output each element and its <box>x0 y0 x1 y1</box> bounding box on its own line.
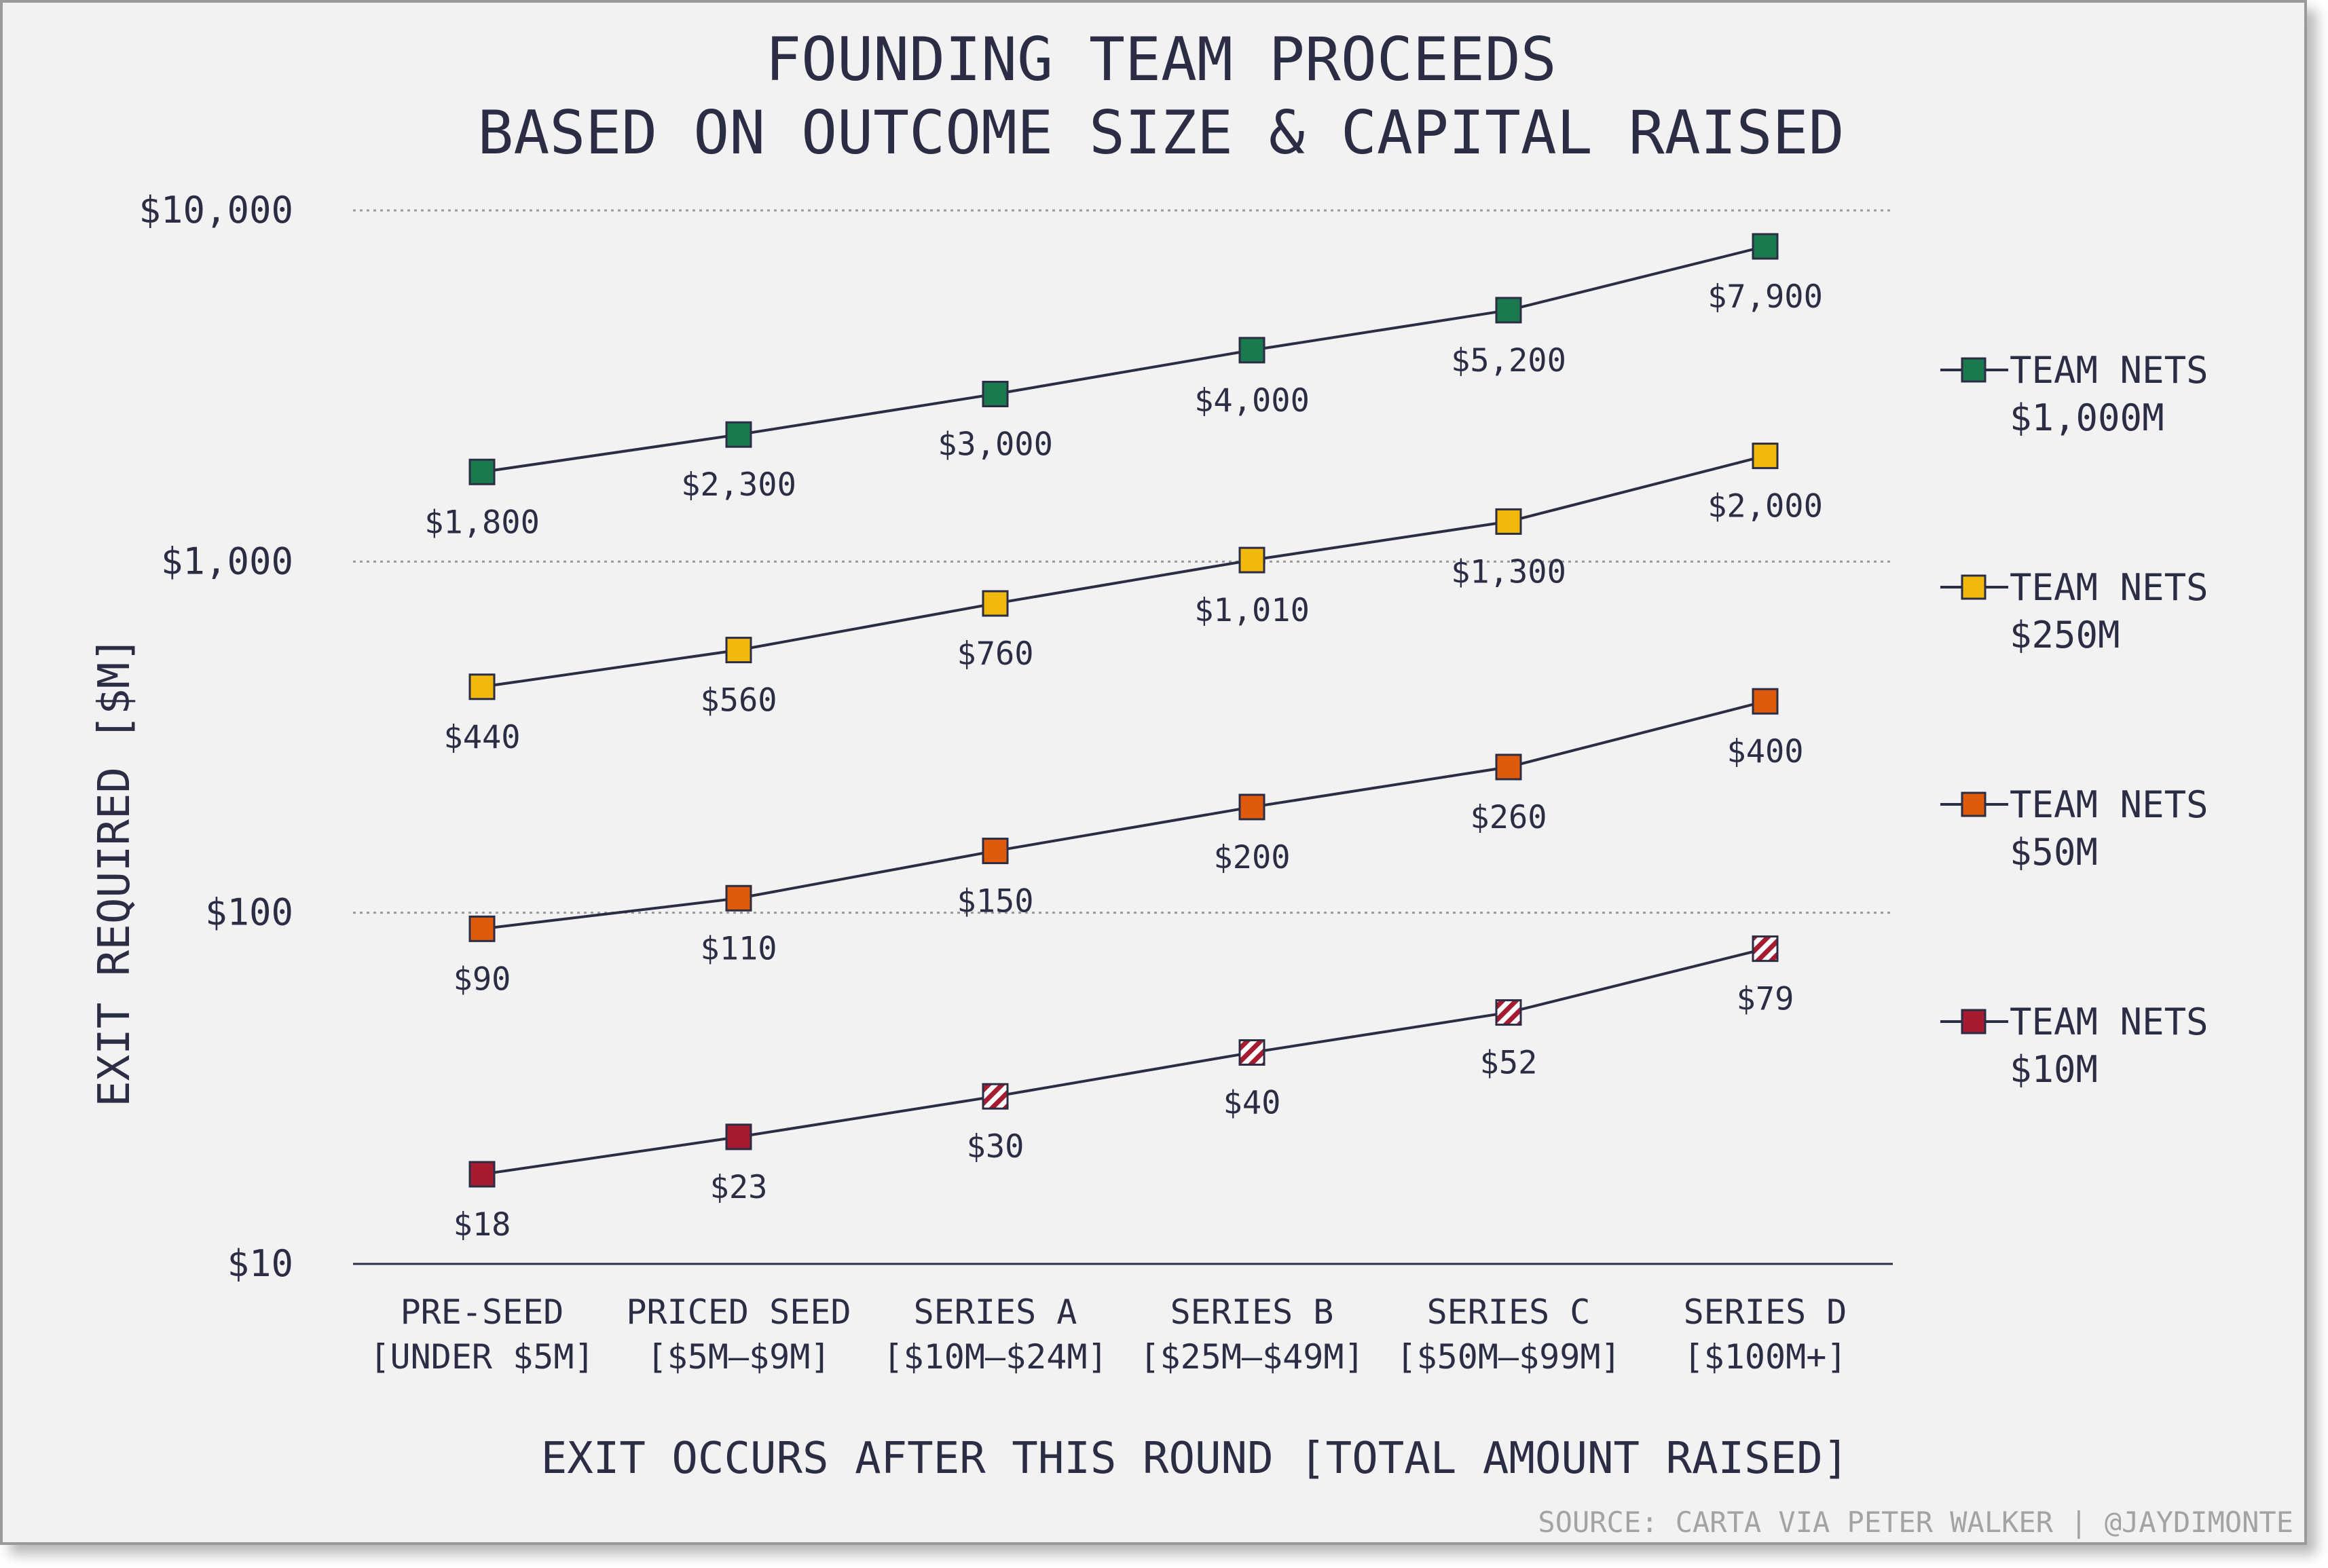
data-label: $1,800 <box>424 504 540 541</box>
grid-layer <box>353 209 1893 914</box>
legend-label: TEAM NETS <box>2010 349 2209 392</box>
data-point-marker <box>725 1123 752 1151</box>
data-point-marker <box>468 458 496 485</box>
chart-frame <box>0 0 2307 1545</box>
series-line <box>481 454 1766 688</box>
data-point-marker <box>1238 337 1265 364</box>
data-point-marker <box>1752 443 1779 470</box>
x-tick-sublabel: [$25M–$49M] <box>1139 1337 1364 1377</box>
y-tick-label: $1,000 <box>161 540 293 582</box>
chart-title-line-1: FOUNDING TEAM PROCEEDS <box>765 24 1557 94</box>
x-tick-label: SERIES B <box>1170 1292 1334 1332</box>
data-point-marker <box>1752 233 1779 260</box>
data-point-marker <box>1495 999 1522 1026</box>
x-tick-sublabel: [$50M–$99M] <box>1396 1337 1621 1377</box>
x-tick-label: SERIES D <box>1684 1292 1847 1332</box>
series-line <box>481 700 1766 931</box>
y-axis-label: EXIT REQUIRED [$M] <box>90 636 140 1107</box>
x-tick-sublabel: [UNDER $5M] <box>369 1337 594 1377</box>
data-label: $200 <box>1213 839 1290 876</box>
data-label: $23 <box>710 1169 768 1206</box>
data-point-marker <box>1238 794 1265 821</box>
data-label: $2,000 <box>1707 488 1823 525</box>
chart-title-line-2: BASED ON OUTCOME SIZE & CAPITAL RAISED <box>477 98 1844 168</box>
data-label: $79 <box>1737 981 1794 1018</box>
data-point-marker <box>982 590 1009 617</box>
axis-layer: $10 $100 $1,000 $10,000 PRE-SEED [UNDER $5M] P… <box>138 189 1893 1377</box>
data-label: $3,000 <box>938 426 1053 464</box>
x-tick-label: SERIES C <box>1427 1292 1591 1332</box>
data-point-marker <box>982 838 1009 865</box>
data-label: $7,900 <box>1707 278 1823 316</box>
data-label: $2,300 <box>681 466 796 504</box>
data-label: $52 <box>1480 1045 1538 1082</box>
legend-marker <box>1961 791 1987 817</box>
x-tick-label: PRICED SEED <box>626 1292 851 1332</box>
data-label: $5,200 <box>1451 342 1566 379</box>
legend-marker <box>1961 574 1987 600</box>
series-line <box>481 947 1766 1176</box>
data-point-marker <box>1238 546 1265 574</box>
data-point-marker <box>725 421 752 448</box>
data-label: $440 <box>443 719 520 756</box>
data-point-marker <box>1752 935 1779 963</box>
data-point-marker <box>468 673 496 701</box>
data-label: $1,010 <box>1194 592 1310 629</box>
data-point-marker <box>1495 753 1522 781</box>
x-tick-sublabel: [$10M–$24M] <box>883 1337 1107 1377</box>
data-point-marker <box>468 1161 496 1188</box>
data-point-marker <box>1495 297 1522 324</box>
legend-marker <box>1961 1009 1987 1034</box>
y-tick-label: $100 <box>205 891 293 934</box>
data-label: $30 <box>967 1128 1024 1165</box>
legend-label: TEAM NETS <box>2010 1001 2209 1043</box>
data-label: $400 <box>1726 733 1803 770</box>
data-label: $4,000 <box>1194 382 1310 419</box>
x-tick-label: SERIES A <box>914 1292 1077 1332</box>
data-label: $560 <box>700 682 777 720</box>
data-label: $18 <box>454 1206 511 1244</box>
legend-sublabel: $50M <box>2010 831 2098 874</box>
data-point-marker <box>1238 1039 1265 1066</box>
data-point-marker <box>725 637 752 664</box>
y-tick-label: $10 <box>227 1242 293 1285</box>
x-tick-label: PRE-SEED <box>401 1292 564 1332</box>
data-label: $110 <box>700 930 777 967</box>
legend-label: TEAM NETS <box>2010 566 2209 609</box>
x-axis-label: EXIT OCCURS AFTER THIS ROUND [TOTAL AMOU… <box>541 1434 1849 1484</box>
legend-sublabel: $250M <box>2010 614 2120 656</box>
y-tick-label: $10,000 <box>138 189 293 231</box>
legend-sublabel: $10M <box>2010 1048 2098 1091</box>
legend-marker <box>1961 357 1987 383</box>
data-label: $150 <box>957 883 1033 920</box>
data-point-marker <box>468 915 496 942</box>
data-label: $1,300 <box>1451 553 1566 591</box>
data-label: $760 <box>957 635 1033 673</box>
series-layer: $1,800 $2,300 $3,000 $4,000 $5,200 $7,900 $440… <box>424 233 1823 1244</box>
data-point-marker <box>1495 508 1522 535</box>
data-label: $90 <box>454 960 511 998</box>
source-credit: SOURCE: CARTA VIA PETER WALKER | @JAYDIM… <box>1538 1506 2293 1539</box>
data-label: $40 <box>1223 1085 1281 1122</box>
x-tick-sublabel: [$5M–$9M] <box>647 1337 831 1377</box>
data-point-marker <box>982 381 1009 408</box>
legend-sublabel: $1,000M <box>2010 396 2164 439</box>
series-line <box>481 245 1766 474</box>
data-point-marker <box>982 1083 1009 1110</box>
x-tick-sublabel: [$100M+] <box>1684 1337 1847 1377</box>
data-point-marker <box>725 884 752 912</box>
data-point-marker <box>1752 688 1779 715</box>
legend-label: TEAM NETS <box>2010 783 2209 826</box>
data-label: $260 <box>1470 799 1547 836</box>
